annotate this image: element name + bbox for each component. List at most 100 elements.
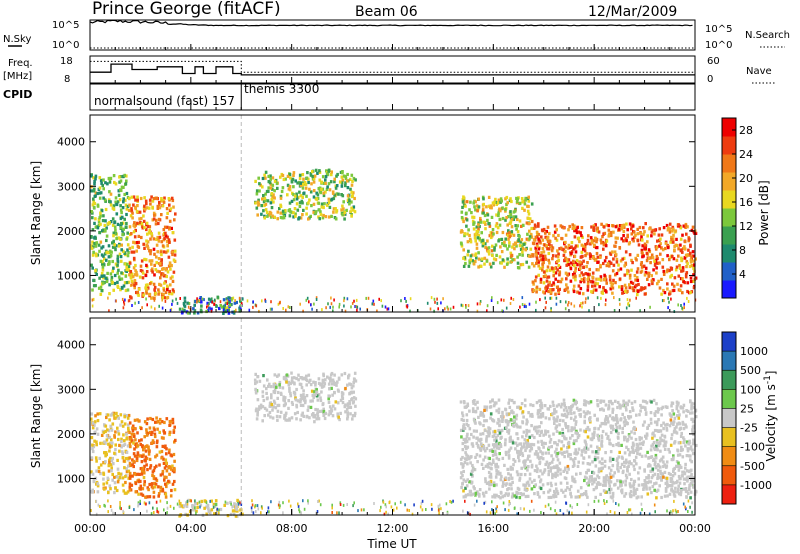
data-cell bbox=[644, 244, 648, 248]
data-cell bbox=[193, 508, 196, 512]
data-cell bbox=[163, 466, 167, 470]
data-cell bbox=[520, 466, 523, 470]
data-cell bbox=[322, 213, 325, 218]
data-cell bbox=[354, 404, 357, 408]
data-cell bbox=[553, 224, 557, 228]
data-cell bbox=[132, 464, 135, 469]
data-cell bbox=[477, 221, 480, 225]
clutter-cell bbox=[365, 296, 367, 300]
data-cell bbox=[629, 489, 633, 494]
data-cell bbox=[142, 242, 145, 246]
data-cell bbox=[494, 200, 498, 204]
data-cell bbox=[470, 455, 473, 459]
data-cell bbox=[567, 406, 571, 410]
data-cell bbox=[111, 280, 114, 284]
data-cell bbox=[653, 228, 657, 232]
data-cell bbox=[596, 229, 599, 233]
data-cell bbox=[676, 453, 680, 457]
clutter-cell bbox=[332, 305, 334, 309]
data-cell bbox=[626, 289, 629, 293]
data-cell bbox=[132, 195, 136, 199]
data-cell bbox=[677, 274, 681, 278]
data-cell bbox=[503, 240, 506, 244]
data-cell bbox=[110, 278, 113, 282]
data-cell bbox=[148, 482, 151, 487]
data-cell bbox=[164, 492, 168, 496]
data-cell bbox=[320, 390, 323, 394]
data-cell bbox=[140, 221, 144, 226]
data-cell bbox=[604, 244, 608, 248]
data-cell bbox=[576, 435, 580, 440]
data-cell bbox=[325, 187, 329, 191]
data-cell bbox=[679, 405, 682, 409]
data-cell bbox=[470, 432, 473, 437]
clutter-cell bbox=[181, 307, 184, 311]
data-cell bbox=[586, 285, 590, 289]
data-cell bbox=[620, 489, 623, 493]
data-cell bbox=[552, 432, 555, 436]
data-cell bbox=[137, 492, 140, 496]
data-cell bbox=[549, 466, 553, 470]
data-cell bbox=[682, 440, 685, 445]
data-cell bbox=[277, 403, 281, 407]
data-cell bbox=[576, 244, 579, 248]
data-cell bbox=[573, 271, 576, 275]
data-cell bbox=[479, 437, 482, 442]
data-cell bbox=[491, 434, 495, 438]
data-cell bbox=[473, 205, 476, 209]
data-cell bbox=[510, 231, 514, 236]
data-cell bbox=[530, 202, 534, 206]
cpid-panel: CPID normalsound (fast) 157 themis 3300 bbox=[3, 82, 696, 111]
data-cell bbox=[233, 509, 236, 513]
data-cell bbox=[136, 472, 139, 476]
data-cell bbox=[677, 409, 680, 413]
data-cell bbox=[666, 422, 669, 427]
data-cell bbox=[133, 454, 137, 458]
data-cell bbox=[272, 200, 275, 204]
clutter-cell bbox=[353, 299, 355, 303]
data-cell bbox=[680, 259, 683, 263]
data-cell bbox=[609, 468, 613, 472]
data-cell bbox=[537, 410, 541, 414]
data-cell bbox=[125, 174, 128, 178]
data-cell bbox=[168, 423, 171, 427]
data-cell bbox=[590, 225, 593, 229]
clutter-cell bbox=[550, 309, 552, 313]
data-cell bbox=[504, 207, 507, 212]
data-cell bbox=[107, 442, 110, 446]
data-cell bbox=[199, 308, 203, 312]
data-cell bbox=[567, 263, 570, 267]
data-cell bbox=[594, 450, 598, 454]
data-cell bbox=[302, 414, 306, 418]
data-cell bbox=[545, 229, 548, 234]
data-cell bbox=[551, 257, 554, 261]
clutter-strip bbox=[91, 296, 697, 313]
data-cell bbox=[554, 277, 557, 281]
data-cell bbox=[461, 474, 464, 478]
clutter-cell bbox=[567, 301, 570, 304]
data-cell bbox=[536, 440, 540, 444]
data-cell bbox=[561, 431, 564, 436]
data-cell bbox=[90, 412, 94, 416]
data-cell bbox=[280, 189, 284, 194]
clutter-cell bbox=[261, 299, 263, 303]
data-cell bbox=[599, 278, 603, 282]
data-cell bbox=[663, 463, 666, 467]
data-cell bbox=[218, 306, 221, 311]
data-cell bbox=[105, 438, 109, 442]
data-cell bbox=[647, 463, 651, 467]
data-cell bbox=[136, 290, 139, 294]
data-cell bbox=[319, 396, 322, 400]
data-cell bbox=[129, 283, 133, 287]
data-cell bbox=[547, 407, 551, 411]
data-cell bbox=[283, 399, 286, 403]
data-cell bbox=[681, 470, 684, 474]
data-cell bbox=[628, 286, 632, 290]
data-cell bbox=[111, 223, 115, 227]
colorbar-tick-label: 20 bbox=[739, 172, 753, 185]
data-cell bbox=[92, 284, 96, 288]
data-cell bbox=[213, 504, 217, 508]
data-cell bbox=[255, 417, 259, 421]
data-cell bbox=[134, 442, 137, 446]
data-cell bbox=[501, 414, 504, 418]
